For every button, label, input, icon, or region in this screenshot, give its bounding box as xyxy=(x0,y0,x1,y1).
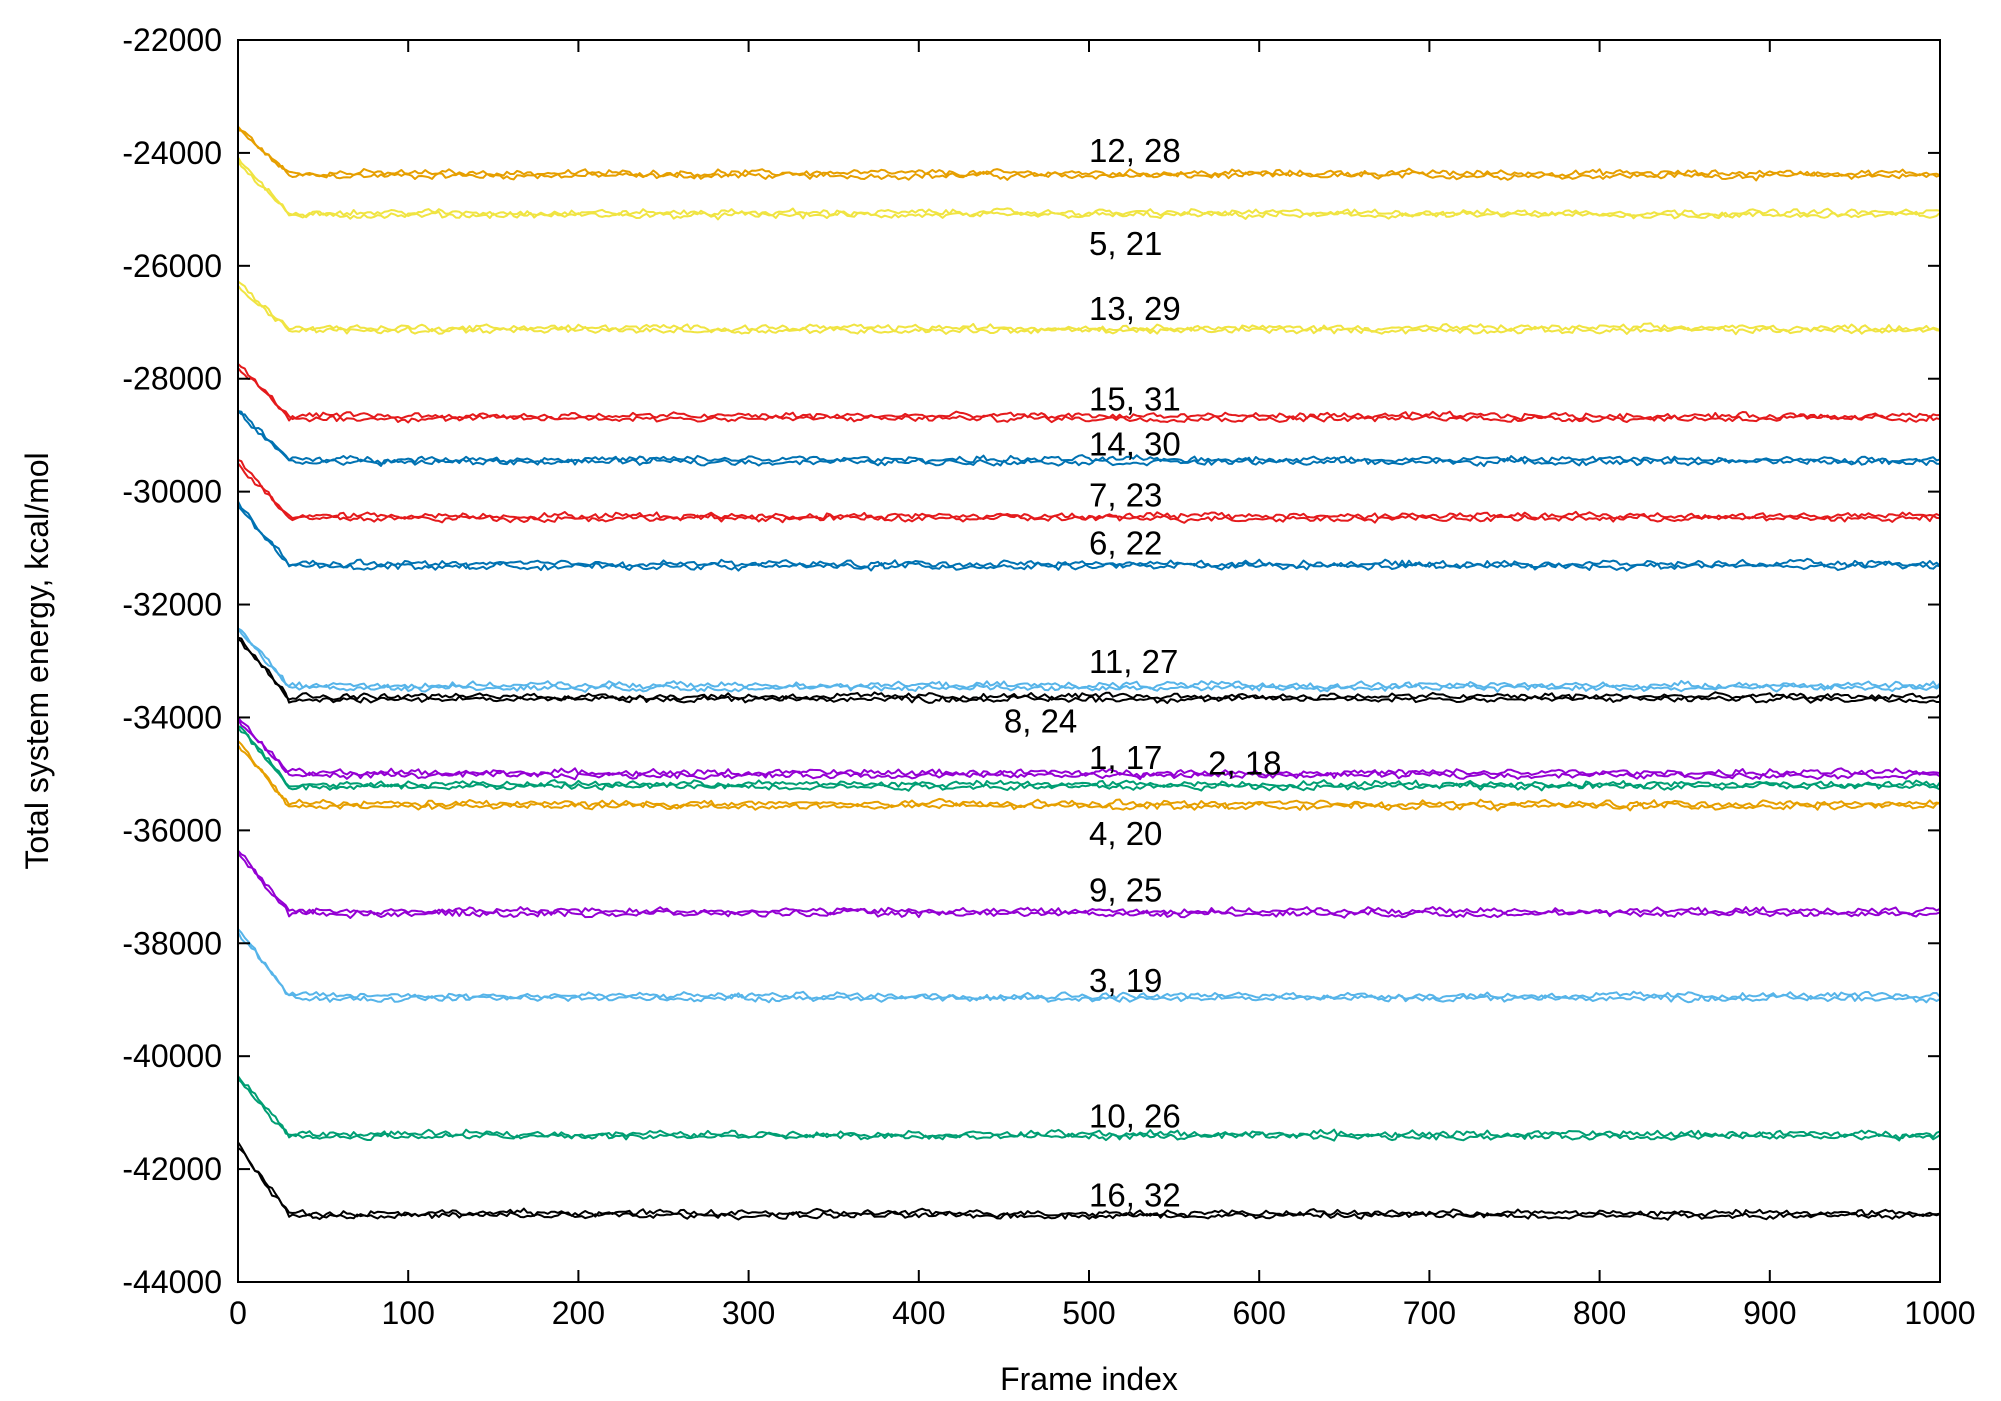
series-line-run-1 xyxy=(237,160,1941,221)
series-label: 2, 18 xyxy=(1208,745,1281,782)
series-line-run-2 xyxy=(237,740,1941,810)
series-label: 3, 19 xyxy=(1089,962,1162,999)
series-label: 1, 17 xyxy=(1089,739,1162,776)
series-10-26 xyxy=(237,1075,1941,1142)
x-tick-label: 900 xyxy=(1743,1295,1796,1331)
series-line-run-2 xyxy=(237,459,1941,522)
series-line-run-2 xyxy=(237,928,1941,1001)
series-label: 4, 20 xyxy=(1089,815,1162,852)
series-line-run-2 xyxy=(237,636,1941,702)
x-tick-label: 1000 xyxy=(1904,1295,1975,1331)
y-tick-label: -34000 xyxy=(122,699,222,735)
x-tick-label: 400 xyxy=(892,1295,945,1331)
series-label: 6, 22 xyxy=(1089,524,1162,561)
series-line-run-2 xyxy=(237,500,1941,570)
y-tick-label: -22000 xyxy=(122,22,222,58)
series-label: 10, 26 xyxy=(1089,1097,1181,1134)
series-12-28 xyxy=(237,125,1941,182)
y-axis-title: Total system energy, kcal/mol xyxy=(19,452,55,869)
series-2-18 xyxy=(237,725,1941,792)
series-14-30 xyxy=(237,410,1941,468)
series-line-run-2 xyxy=(237,410,1941,465)
x-tick-label: 0 xyxy=(229,1295,247,1331)
series-label: 7, 23 xyxy=(1089,476,1162,513)
series-15-31 xyxy=(237,363,1941,424)
series-line-run-2 xyxy=(237,627,1941,690)
series-line-run-2 xyxy=(237,725,1941,790)
series-line-run-1 xyxy=(237,129,1941,182)
series-line-run-2 xyxy=(237,1141,1941,1219)
series-8-24 xyxy=(237,636,1941,705)
y-tick-label: -38000 xyxy=(122,925,222,961)
x-tick-label: 800 xyxy=(1573,1295,1626,1331)
series-label: 11, 27 xyxy=(1089,643,1178,680)
series-label: 13, 29 xyxy=(1089,290,1181,327)
y-tick-label: -32000 xyxy=(122,587,222,623)
x-tick-label: 500 xyxy=(1062,1295,1115,1331)
y-tick-label: -30000 xyxy=(122,474,222,510)
series-line-run-2 xyxy=(237,1075,1941,1140)
y-tick-label: -44000 xyxy=(122,1264,222,1300)
series-label: 9, 25 xyxy=(1089,872,1162,909)
series-line-run-1 xyxy=(237,727,1941,792)
series-line-run-2 xyxy=(237,280,1941,334)
series-line-run-1 xyxy=(237,1146,1941,1221)
series-line-run-2 xyxy=(237,156,1941,219)
series-line-run-2 xyxy=(237,363,1941,422)
y-axis-ticks: -44000 -42000 -40000 -38000 -36000 -34000 -320… xyxy=(122,22,1940,1300)
series-label: 12, 28 xyxy=(1089,132,1181,169)
x-tick-label: 600 xyxy=(1233,1295,1286,1331)
series-label: 14, 30 xyxy=(1089,426,1181,463)
x-tick-label: 300 xyxy=(722,1295,775,1331)
series-13-29 xyxy=(237,280,1941,336)
series-line-run-1 xyxy=(237,462,1941,524)
series-label: 8, 24 xyxy=(1004,702,1077,739)
y-tick-label: -24000 xyxy=(122,135,222,171)
series-line-run-1 xyxy=(237,628,1941,693)
series-line-run-2 xyxy=(237,717,1941,778)
series-11-27 xyxy=(237,627,1941,693)
y-tick-label: -40000 xyxy=(122,1038,222,1074)
series-4-20 xyxy=(237,740,1941,812)
y-tick-label: -42000 xyxy=(122,1151,222,1187)
series-9-25 xyxy=(237,849,1941,919)
series-16-32 xyxy=(237,1141,1941,1221)
series-7-23 xyxy=(237,459,1941,524)
y-tick-label: -36000 xyxy=(122,812,222,848)
x-tick-label: 700 xyxy=(1403,1295,1456,1331)
y-tick-label: -26000 xyxy=(122,248,222,284)
y-tick-label: -28000 xyxy=(122,361,222,397)
series-1-17 xyxy=(237,717,1941,781)
x-axis-ticks: 0 100 200 300 400 500 600 700 800 900 1000 xyxy=(229,40,1976,1331)
series-5-21 xyxy=(237,156,1941,221)
series-line-run-1 xyxy=(237,367,1941,424)
series-6-22 xyxy=(237,500,1941,572)
series-labels: 12, 28 5, 21 13, 29 15, 31 14, 30 7, 23 6, 22 1… xyxy=(1004,132,1282,1213)
series-line-run-2 xyxy=(237,849,1941,916)
series-line-run-2 xyxy=(237,125,1941,179)
series-line-run-1 xyxy=(237,1078,1941,1142)
series-label: 15, 31 xyxy=(1089,380,1181,417)
series-line-run-1 xyxy=(237,744,1941,812)
series-line-run-1 xyxy=(237,852,1941,919)
series-layer xyxy=(237,125,1941,1221)
series-line-run-1 xyxy=(237,285,1941,336)
series-label: 16, 32 xyxy=(1089,1176,1181,1213)
x-tick-label: 200 xyxy=(552,1295,605,1331)
x-axis-title: Frame index xyxy=(1000,1361,1178,1397)
x-tick-label: 100 xyxy=(382,1295,435,1331)
series-label: 5, 21 xyxy=(1089,225,1162,262)
series-3-19 xyxy=(237,928,1941,1004)
